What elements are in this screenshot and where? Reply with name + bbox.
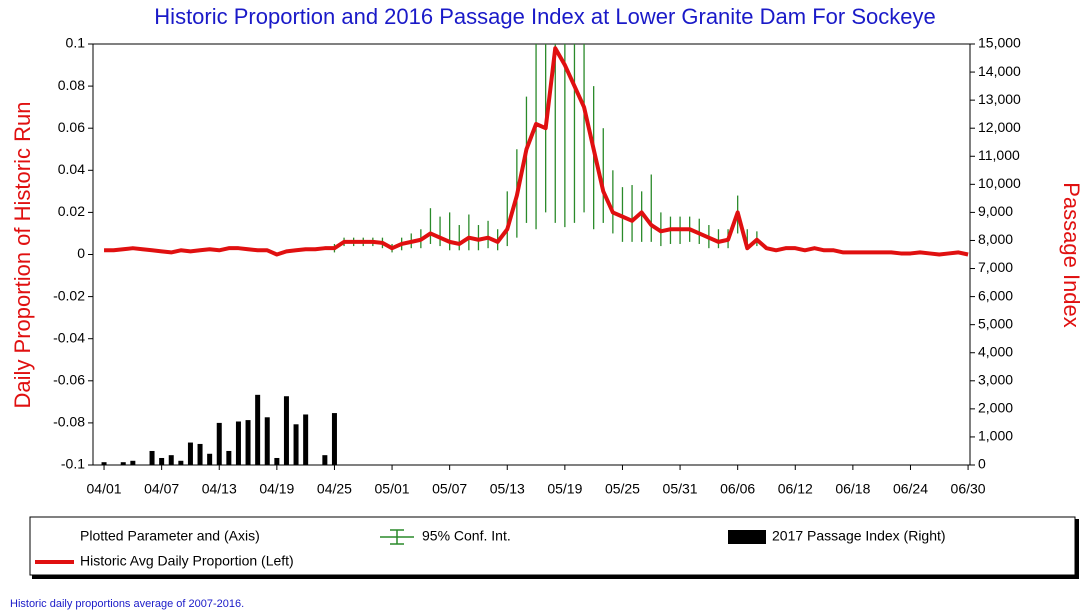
- x-tick-label: 04/07: [144, 481, 179, 497]
- y-tick-label: 0.1: [66, 35, 86, 51]
- legend-shadow: [32, 519, 1079, 579]
- y-tick-label: -0.04: [53, 329, 85, 345]
- bar: [159, 457, 165, 465]
- x-tick-label: 04/01: [87, 481, 122, 497]
- bar: [168, 455, 174, 465]
- bar: [130, 460, 136, 465]
- bar: [245, 420, 251, 465]
- legend-label: 95% Conf. Int.: [422, 528, 511, 544]
- bar: [255, 394, 261, 465]
- legend-label: Historic Avg Daily Proportion (Left): [80, 553, 294, 569]
- y2-tick-label: 5,000: [978, 315, 1013, 331]
- y2-tick-label: 11,000: [978, 147, 1020, 163]
- x-tick-label: 06/06: [720, 481, 755, 497]
- y-tick-label: -0.08: [53, 414, 85, 430]
- bar: [101, 462, 107, 465]
- x-tick-label: 05/13: [490, 481, 525, 497]
- bar: [293, 424, 299, 465]
- legend-bar-swatch: [728, 530, 766, 544]
- bar: [120, 462, 126, 465]
- bar: [207, 453, 213, 465]
- legend-label: 2017 Passage Index (Right): [772, 528, 946, 544]
- bar: [274, 457, 280, 465]
- y-tick-label: -0.02: [53, 287, 85, 303]
- y2-tick-label: 2,000: [978, 400, 1013, 416]
- bar: [149, 450, 155, 465]
- y2-tick-label: 12,000: [978, 119, 1021, 135]
- y2-axis-label: Passage Index: [1059, 182, 1084, 328]
- x-tick-label: 05/31: [663, 481, 698, 497]
- x-tick-label: 05/07: [432, 481, 467, 497]
- y-tick-label: -0.1: [61, 456, 85, 472]
- bar: [216, 422, 222, 465]
- x-tick-label: 05/01: [375, 481, 410, 497]
- chart-title: Historic Proportion and 2016 Passage Ind…: [154, 4, 935, 29]
- bar: [197, 443, 203, 465]
- y2-tick-label: 8,000: [978, 231, 1013, 247]
- y-tick-label: 0.06: [58, 119, 85, 135]
- y2-tick-label: 9,000: [978, 203, 1013, 219]
- bar: [226, 450, 232, 465]
- x-tick-label: 05/25: [605, 481, 640, 497]
- y2-tick-label: 3,000: [978, 372, 1013, 388]
- y2-tick-label: 14,000: [978, 63, 1021, 79]
- bar: [187, 442, 193, 465]
- y-tick-label: 0: [77, 245, 85, 261]
- y2-tick-label: 13,000: [978, 91, 1021, 107]
- y2-tick-label: 7,000: [978, 259, 1013, 275]
- bar: [178, 460, 184, 465]
- x-tick-label: 04/19: [259, 481, 294, 497]
- bar: [303, 414, 309, 465]
- plot-area: [101, 44, 969, 465]
- y2-tick-label: 4,000: [978, 343, 1013, 359]
- y2-tick-label: 1,000: [978, 428, 1013, 444]
- y2-tick-label: 6,000: [978, 287, 1013, 303]
- x-tick-label: 06/24: [893, 481, 928, 497]
- bar: [264, 417, 270, 465]
- plot-frame: [92, 43, 971, 466]
- x-tick-label: 04/25: [317, 481, 352, 497]
- x-tick-label: 06/12: [778, 481, 813, 497]
- x-tick-label: 05/19: [547, 481, 582, 497]
- y-tick-label: 0.04: [58, 161, 85, 177]
- bar: [322, 455, 328, 465]
- y-tick-label: -0.06: [53, 372, 85, 388]
- footnote: Historic daily proportions average of 20…: [10, 598, 244, 610]
- bar: [283, 396, 289, 465]
- x-tick-label: 06/18: [835, 481, 870, 497]
- y-tick-label: 0.02: [58, 203, 85, 219]
- y-axis-label: Daily Proportion of Historic Run: [10, 102, 35, 409]
- bar: [331, 413, 337, 465]
- y2-tick-label: 15,000: [978, 35, 1021, 51]
- bar: [235, 421, 241, 465]
- y2-tick-label: 10,000: [978, 175, 1021, 191]
- x-tick-label: 06/30: [951, 481, 986, 497]
- data-line: [104, 46, 969, 257]
- legend-ci-swatch: [380, 529, 414, 545]
- x-tick-label: 04/13: [202, 481, 237, 497]
- legend-title: Plotted Parameter and (Axis): [80, 528, 260, 544]
- y2-tick-label: 0: [978, 456, 986, 472]
- y-tick-label: 0.08: [58, 77, 85, 93]
